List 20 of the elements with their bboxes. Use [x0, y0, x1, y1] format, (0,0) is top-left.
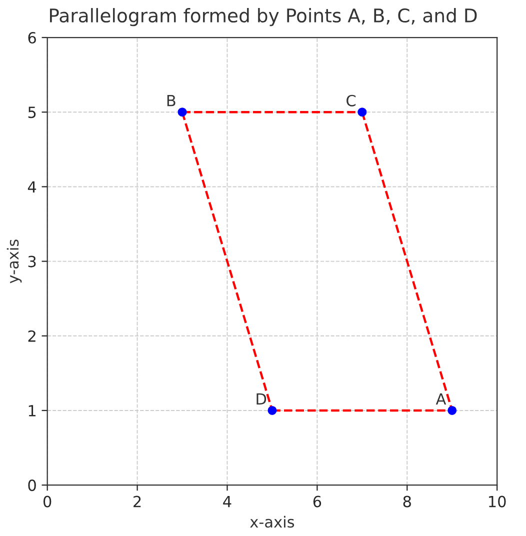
- y-axis-title: y-axis: [6, 240, 22, 284]
- x-tick-label: 2: [134, 496, 141, 508]
- annotation: D: [256, 393, 266, 405]
- y-tick-label: 4: [28, 181, 36, 193]
- y-tick-label: 5: [28, 106, 36, 118]
- x-tick-label: 4: [223, 496, 232, 508]
- annotation: C: [346, 94, 356, 106]
- y-tick-label: 0: [28, 480, 36, 492]
- annotation: B: [167, 95, 176, 106]
- x-axis-title: x-axis: [250, 516, 294, 528]
- chart-title: Parallelogram formed by Points A, B, C, and D: [50, 8, 477, 26]
- y-tick-label: 3: [28, 256, 36, 268]
- y-tick-label: 6: [28, 32, 36, 44]
- annotation: A: [436, 393, 446, 405]
- y-tick-label: 2: [28, 330, 36, 342]
- x-tick-label: 8: [403, 496, 411, 508]
- y-tick-label: 1: [28, 405, 36, 416]
- x-tick-label: 0: [43, 496, 52, 508]
- x-tick-label: 6: [313, 496, 322, 508]
- x-tick-label: 10: [489, 496, 506, 508]
